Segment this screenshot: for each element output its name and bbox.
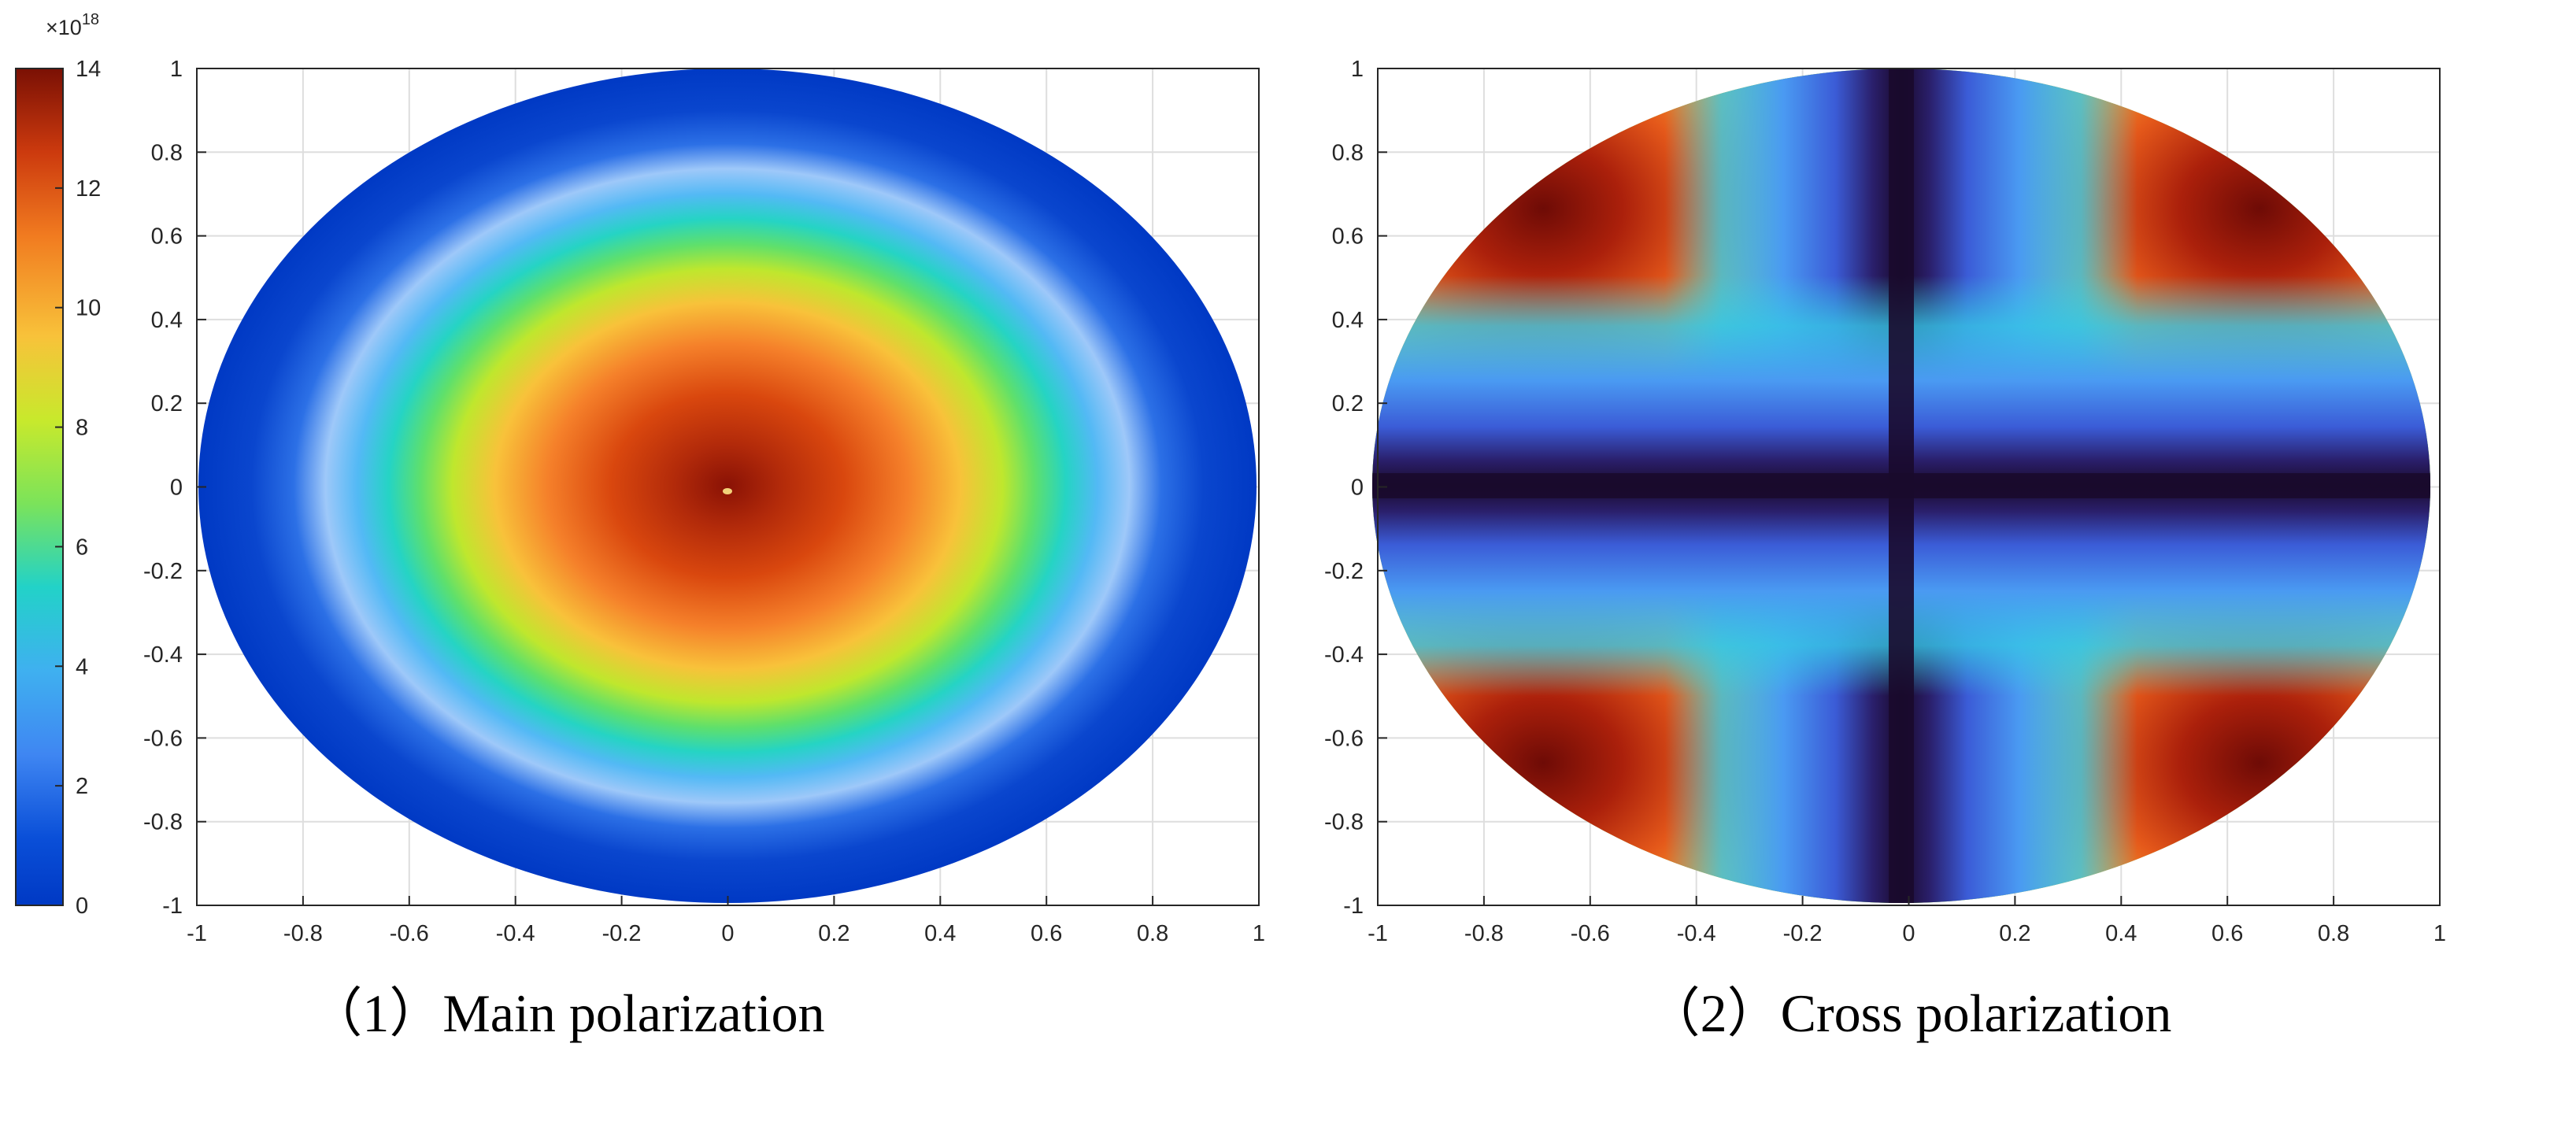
cross-y-tick-label: -0.6 xyxy=(1324,726,1364,751)
colorbar-ticks: 14 12 10 8 6 4 2 0 xyxy=(55,57,101,919)
main-x-tick-label: 0.6 xyxy=(1031,921,1062,946)
main-y-tick-label: -0.6 xyxy=(143,726,183,751)
main-x-tick-label: 1 xyxy=(1253,921,1265,946)
main-center-marker xyxy=(723,488,732,494)
cross-horizontal-null-core xyxy=(1372,473,2430,498)
main-y-tick-label: 0.6 xyxy=(151,224,183,250)
cross-y-tick-label: 0 xyxy=(1351,476,1364,501)
colorbar-tick-label: 4 xyxy=(76,654,88,679)
cross-y-tick-label: -0.4 xyxy=(1324,642,1364,668)
cross-y-tick-label: -1 xyxy=(1343,894,1364,919)
colorbar-tick-label: 8 xyxy=(76,416,88,441)
cross-y-tick-label: 1 xyxy=(1351,57,1364,82)
cross-x-tick-label: -1 xyxy=(1368,921,1388,946)
main-y-tick-label: 0 xyxy=(170,476,183,501)
main-x-tick-label: 0 xyxy=(721,921,734,946)
colorbar-gradient xyxy=(15,68,64,906)
main-y-tick-label: -1 xyxy=(162,894,183,919)
cross-x-tick-label: 1 xyxy=(2434,921,2446,946)
main-x-tick-label: -0.2 xyxy=(602,921,642,946)
main-x-tick-label: -0.8 xyxy=(283,921,323,946)
colorbar-tick-label: 10 xyxy=(76,296,101,321)
main-x-tick-label: -0.4 xyxy=(496,921,535,946)
cross-y-tick-label: 0.6 xyxy=(1332,224,1364,250)
main-x-ticks: -1 -0.8 -0.6 -0.4 -0.2 0 0.2 0.4 0.6 0.8 1 xyxy=(187,896,1265,946)
colorbar: ×1018 14 12 10 8 6 4 2 0 xyxy=(15,11,101,919)
cross-y-tick-label: -0.8 xyxy=(1324,810,1364,835)
cross-caption: （2）Cross polarization xyxy=(1647,983,2172,1043)
colorbar-tick-label: 12 xyxy=(76,176,101,202)
main-x-tick-label: 0.4 xyxy=(924,921,956,946)
colorbar-tick-label: 2 xyxy=(76,774,88,799)
main-y-ticks: 1 0.8 0.6 0.4 0.2 0 -0.2 -0.4 -0.6 -0.8 -1 xyxy=(143,57,206,919)
main-x-tick-label: 0.2 xyxy=(818,921,849,946)
colorbar-tick-label: 6 xyxy=(76,535,88,560)
main-x-tick-label: -0.6 xyxy=(390,921,429,946)
main-y-tick-label: -0.2 xyxy=(143,559,183,584)
cross-x-ticks: -1 -0.8 -0.6 -0.4 -0.2 0 0.2 0.4 0.6 0.8 1 xyxy=(1368,896,2446,946)
cross-x-tick-label: 0 xyxy=(1902,921,1915,946)
cross-x-tick-label: -0.6 xyxy=(1571,921,1610,946)
colorbar-tick-label: 0 xyxy=(76,894,88,919)
cross-field xyxy=(1372,68,2430,903)
main-y-tick-label: -0.4 xyxy=(143,642,183,668)
colorbar-exponent-base: ×10 xyxy=(46,16,82,39)
colorbar-tick-label: 14 xyxy=(76,57,101,82)
cross-x-tick-label: -0.2 xyxy=(1783,921,1823,946)
cross-x-tick-label: 0.4 xyxy=(2105,921,2137,946)
colorbar-exponent-power: 18 xyxy=(82,11,99,28)
main-y-tick-label: 0.2 xyxy=(151,391,183,416)
cross-y-ticks: 1 0.8 0.6 0.4 0.2 0 -0.2 -0.4 -0.6 -0.8 -1 xyxy=(1324,57,1387,919)
main-polarization-panel: -1 -0.8 -0.6 -0.4 -0.2 0 0.2 0.4 0.6 0.8 1 1 0.8 0.6… xyxy=(143,57,1265,1043)
main-x-tick-label: -1 xyxy=(187,921,207,946)
cross-x-tick-label: 0.6 xyxy=(2211,921,2243,946)
main-y-tick-label: 0.4 xyxy=(151,308,183,333)
main-field-disc xyxy=(198,68,1257,903)
cross-x-tick-label: 0.2 xyxy=(1999,921,2030,946)
cross-y-tick-label: -0.2 xyxy=(1324,559,1364,584)
cross-polarization-panel: -1 -0.8 -0.6 -0.4 -0.2 0 0.2 0.4 0.6 0.8 1 1 0.8 0.6… xyxy=(1324,57,2446,1043)
main-x-tick-label: 0.8 xyxy=(1137,921,1168,946)
main-y-tick-label: 0.8 xyxy=(151,140,183,165)
cross-y-tick-label: 0.8 xyxy=(1332,140,1364,165)
cross-x-tick-label: -0.4 xyxy=(1677,921,1716,946)
cross-x-tick-label: 0.8 xyxy=(2318,921,2349,946)
colorbar-exponent: ×1018 xyxy=(46,11,99,39)
main-y-tick-label: 1 xyxy=(170,57,183,82)
cross-x-tick-label: -0.8 xyxy=(1464,921,1504,946)
cross-y-tick-label: 0.4 xyxy=(1332,308,1364,333)
main-caption: （1）Main polarization xyxy=(309,983,824,1043)
cross-y-tick-label: 0.2 xyxy=(1332,391,1364,416)
main-y-tick-label: -0.8 xyxy=(143,810,183,835)
